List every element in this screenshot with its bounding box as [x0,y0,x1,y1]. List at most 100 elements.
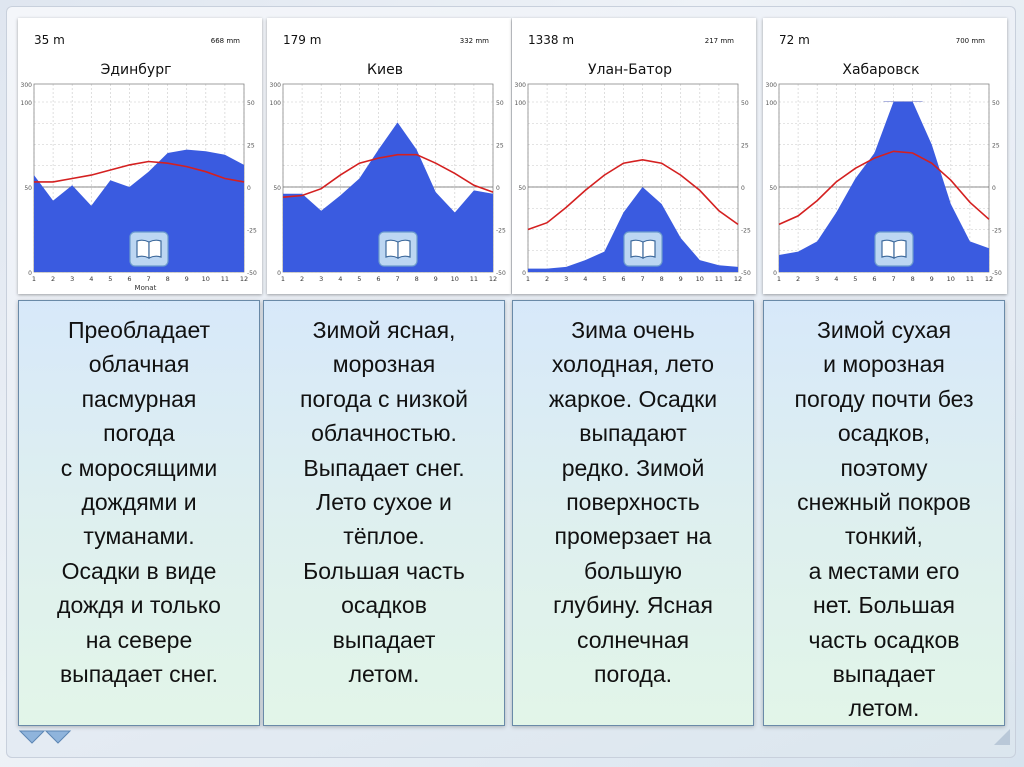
tick-label-right: -25 [247,228,257,235]
tick-label-month: 9 [930,275,934,283]
tick-label-right: -50 [247,270,257,277]
tick-label-month: 6 [127,275,131,283]
tick-label-month: 1 [281,275,285,283]
tick-label-month: 11 [221,275,229,283]
temperature-line [527,158,739,231]
tick-label-right: 25 [496,143,504,150]
description-card-ulan-bator: Зима очень холодная, лето жаркое. Осадки… [512,300,754,726]
tick-label-left: 300 [515,82,527,89]
tick-label-month: 5 [108,275,112,283]
book-icon-right-page [397,239,411,259]
book-icon [378,231,418,267]
corner-arrow-icon [994,729,1010,745]
tick-label-left: 100 [21,100,33,107]
tick-label-month: 12 [985,275,993,283]
tick-label-month: 10 [947,275,955,283]
tick-label-left: 50 [24,185,32,192]
tick-label-left: 50 [518,185,526,192]
tick-label-month: 8 [415,275,419,283]
tick-label-month: 3 [815,275,819,283]
climate-chart-edinburgh: 300 100 50 0 50 25 0 -25 -50 1 2 3 4 5 6 7 8 9 10 11 12 Monat… [18,18,262,294]
tick-label-right: -25 [992,228,1002,235]
city-title: Улан-Батор [588,62,672,78]
tick-label-right: 0 [741,185,745,192]
tick-label-right: -50 [496,270,506,277]
tick-label-month: 7 [395,275,399,283]
tick-label-right: 0 [496,185,500,192]
altitude-label: 72 m [779,33,810,47]
tick-label-month: 7 [891,275,895,283]
book-icon [129,231,169,267]
city-title: Хабаровск [842,62,919,78]
annual-precipitation-label: 700 mm [956,37,985,45]
tick-label-month: 10 [451,275,459,283]
tick-label-right: 50 [992,100,1000,107]
tick-label-month: 9 [679,275,683,283]
city-title: Киев [367,62,403,78]
tick-label-month: 5 [602,275,606,283]
tick-label-month: 12 [734,275,742,283]
tick-label-month: 1 [32,275,36,283]
book-icon-left-page [385,239,399,259]
book-icon-left-page [881,239,895,259]
x-axis-label: Monat [135,284,157,292]
tick-label-month: 4 [834,275,838,283]
book-icon-right-page [642,239,656,259]
annual-precipitation-label: 217 mm [705,37,734,45]
climate-chart-ulan-bator: 300 100 50 0 50 25 0 -25 -50 1 2 3 4 5 6 7 8 9 10 11 12 1338 … [512,18,756,294]
tick-label-month: 1 [526,275,530,283]
tick-label-month: 6 [621,275,625,283]
tick-label-month: 3 [319,275,323,283]
tick-label-month: 10 [202,275,210,283]
tick-label-month: 3 [70,275,74,283]
precipitation-area [528,187,738,272]
tick-label-right: 25 [992,143,1000,150]
book-icon-left-page [630,239,644,259]
description-card-khabarovsk: Зимой сухая и морозная погоду почти без … [763,300,1005,726]
tick-label-left: 0 [277,270,281,277]
tick-label-right: 25 [247,143,255,150]
chevron-down-icon[interactable] [18,727,74,747]
altitude-label: 179 m [283,33,321,47]
temperature-line [34,160,245,183]
tick-label-left: 0 [773,270,777,277]
tick-label-month: 8 [911,275,915,283]
tick-label-left: 100 [766,100,778,107]
tick-label-right: 50 [247,100,255,107]
tick-label-month: 6 [376,275,380,283]
tick-label-left: 100 [270,100,282,107]
tick-label-left: 0 [522,270,526,277]
tick-label-month: 2 [300,275,304,283]
book-icon-left-page [136,239,150,259]
tick-label-month: 5 [853,275,857,283]
city-title: Эдинбург [101,62,172,78]
tick-label-left: 300 [766,82,778,89]
tick-label-left: 50 [273,185,281,192]
tick-label-month: 5 [357,275,361,283]
tick-label-left: 50 [769,185,777,192]
tick-label-left: 0 [28,270,32,277]
book-icon [874,231,914,267]
tick-label-month: 6 [872,275,876,283]
tick-label-month: 11 [715,275,723,283]
tick-label-left: 300 [270,82,282,89]
tick-label-month: 8 [166,275,170,283]
tick-label-right: -50 [741,270,751,277]
precipitation-area [779,101,989,272]
tick-label-right: 0 [992,185,996,192]
tick-label-month: 4 [338,275,342,283]
tick-label-month: 7 [640,275,644,283]
tick-label-left: 100 [515,100,527,107]
tick-label-month: 9 [185,275,189,283]
tick-label-left: 300 [21,82,33,89]
precipitation-area [34,149,244,272]
tick-label-right: 0 [247,185,251,192]
tick-label-month: 2 [51,275,55,283]
description-card-edinburgh: Преобладает облачная пасмурная погода с … [18,300,260,726]
temperature-line [778,150,990,226]
tick-label-month: 8 [660,275,664,283]
book-icon [623,231,663,267]
